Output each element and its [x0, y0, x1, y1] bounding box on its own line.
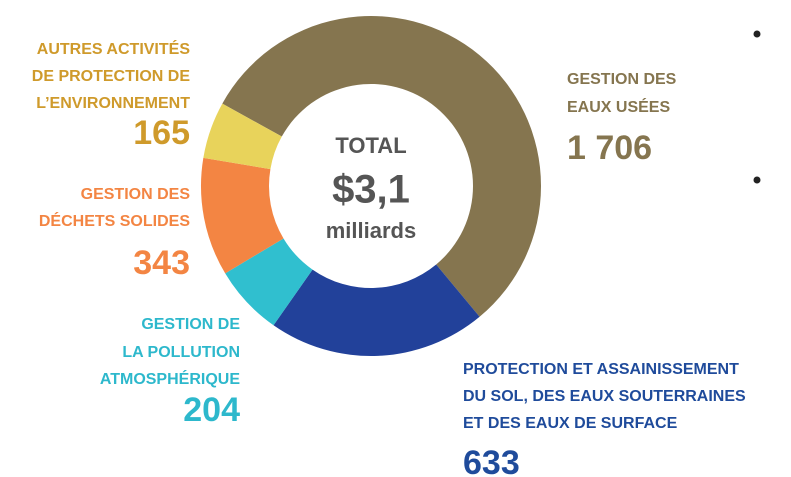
donut-slice	[273, 264, 480, 356]
donut-slice	[222, 16, 542, 317]
slice-label: DE PROTECTION DE	[32, 68, 191, 85]
bullet	[753, 176, 761, 184]
donut-slice	[225, 238, 313, 326]
center-total: $3,1	[332, 168, 410, 212]
slice-value: 1 706	[567, 129, 652, 167]
slice-value: 343	[133, 244, 190, 282]
slice-value: 633	[463, 444, 520, 477]
slice-value: 204	[183, 391, 240, 429]
slice-label: GESTION DES	[567, 71, 677, 88]
slice-label: AUTRES ACTIVITÉS	[37, 39, 191, 58]
slice-label: DU SOL, DES EAUX SOUTERRAINES	[463, 388, 746, 405]
slice-value: 165	[133, 114, 190, 152]
donut-slice	[203, 103, 282, 170]
slice-label: PROTECTION ET ASSAINISSEMENT	[463, 361, 739, 378]
center-unit: milliards	[326, 218, 416, 243]
center-label: TOTAL	[335, 133, 406, 158]
slice-label: GESTION DE	[141, 316, 240, 333]
slice-label: DÉCHETS SOLIDES	[39, 211, 190, 230]
slice-label: EAUX USÉES	[567, 97, 670, 116]
slice-label: ATMOSPHÉRIQUE	[100, 369, 240, 388]
slice-label: LA POLLUTION	[122, 344, 240, 361]
slice-label: GESTION DES	[81, 186, 191, 203]
slice-label: L’ENVIRONNEMENT	[36, 95, 190, 112]
slice-label: ET DES EAUX DE SURFACE	[463, 415, 678, 432]
bullet	[753, 30, 761, 38]
donut-slice	[200, 157, 284, 274]
